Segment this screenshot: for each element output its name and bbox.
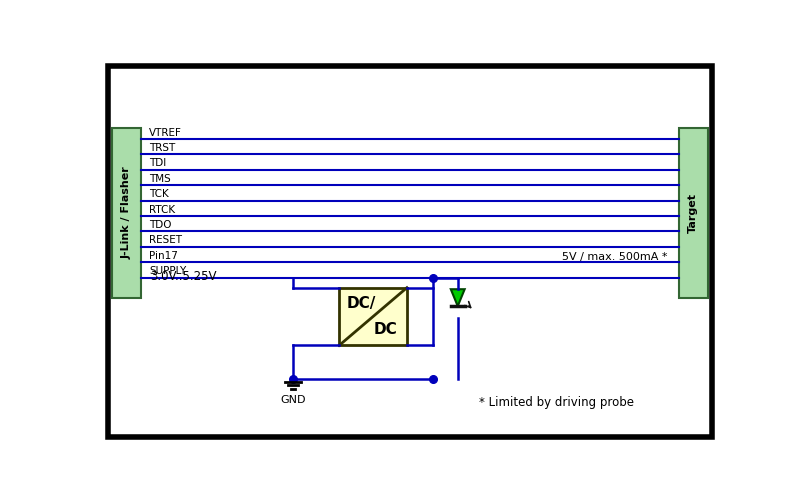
Bar [678, 127, 708, 298]
Text: RTCK: RTCK [149, 205, 175, 215]
Polygon shape [451, 289, 465, 306]
Text: 5V / max. 500mA *: 5V / max. 500mA * [562, 252, 668, 262]
Bar [112, 127, 142, 298]
Bar [339, 288, 407, 346]
Text: TDO: TDO [149, 220, 171, 230]
Text: GND: GND [280, 395, 306, 405]
Text: SUPPLY: SUPPLY [149, 266, 186, 276]
Text: TRST: TRST [149, 143, 175, 153]
Text: * Limited by driving probe: * Limited by driving probe [479, 396, 634, 409]
Text: Pin17: Pin17 [149, 250, 178, 261]
Text: DC/: DC/ [346, 296, 375, 311]
Text: J-Link / Flasher: J-Link / Flasher [122, 167, 132, 259]
Text: TCK: TCK [149, 189, 169, 199]
Text: RESET: RESET [149, 236, 182, 246]
Text: TMS: TMS [149, 174, 170, 184]
Text: DC: DC [374, 322, 397, 337]
Text: 3.0V..5.25V: 3.0V..5.25V [150, 270, 216, 283]
Text: Target: Target [688, 193, 698, 233]
Text: TDI: TDI [149, 158, 166, 168]
Text: VTREF: VTREF [149, 127, 182, 137]
